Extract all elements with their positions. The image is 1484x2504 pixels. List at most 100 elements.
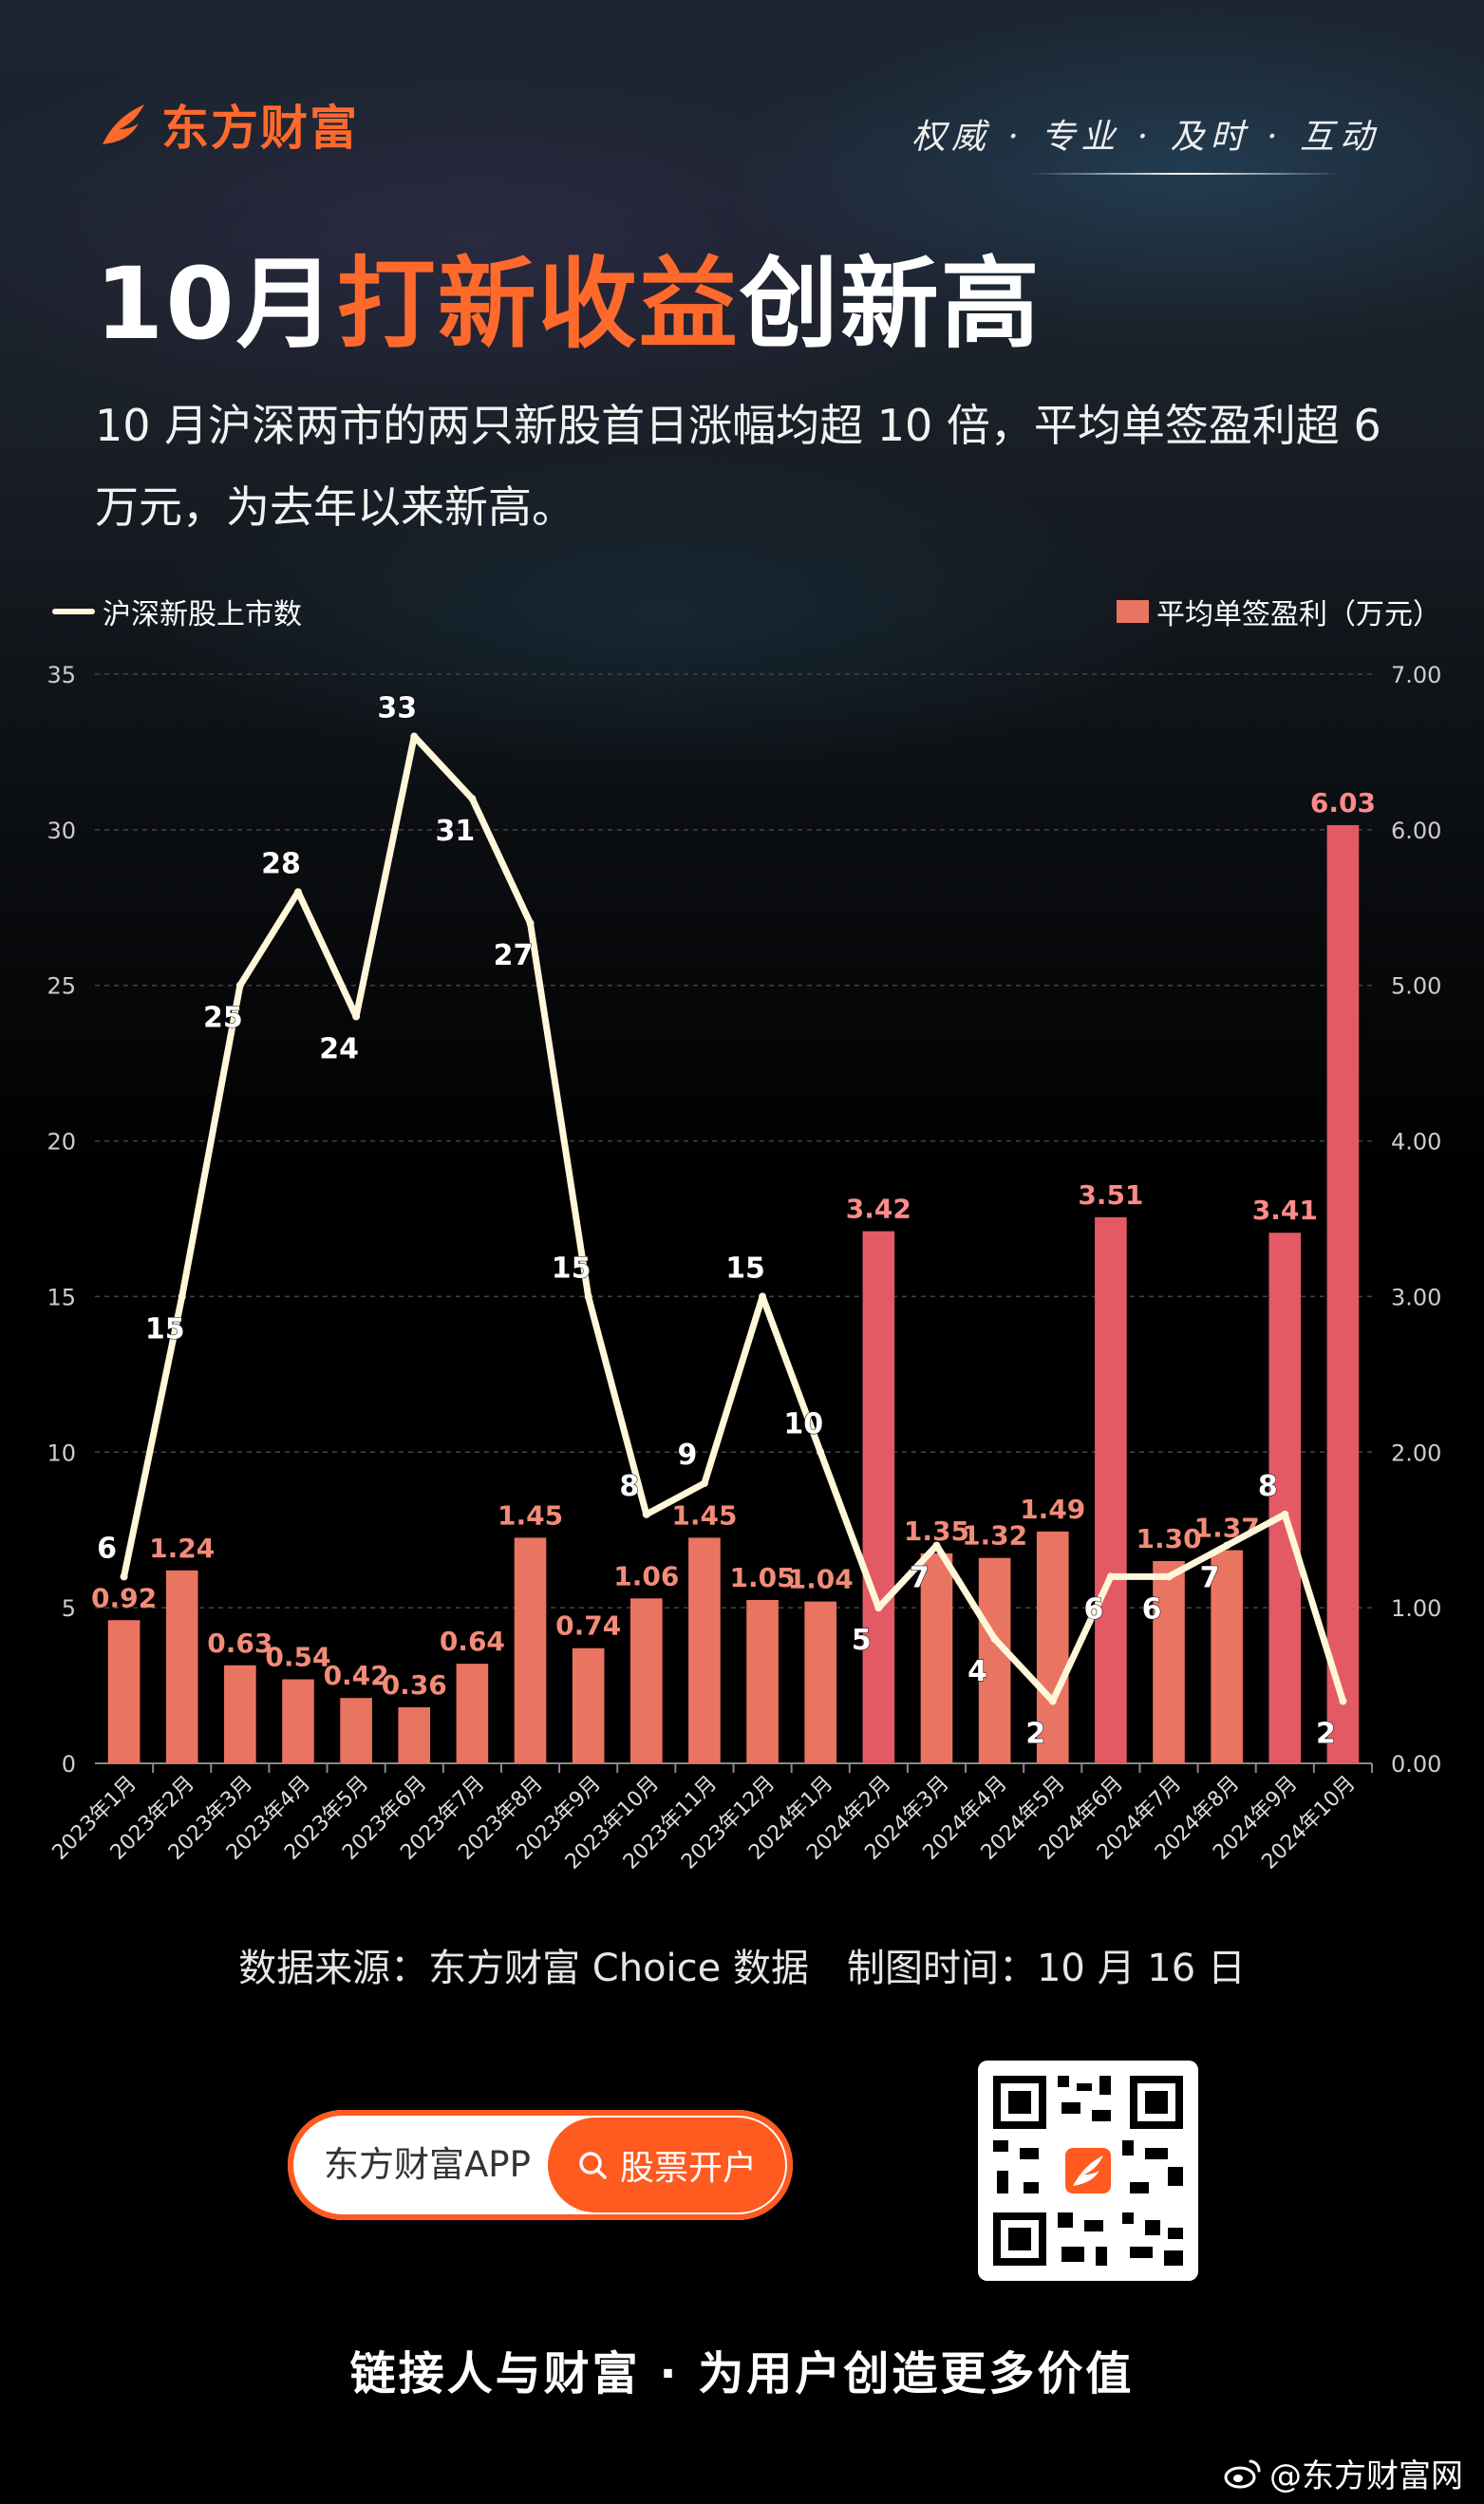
qr-code[interactable] bbox=[978, 2061, 1198, 2281]
bar-value-label: 1.45 bbox=[671, 1499, 737, 1531]
line-point bbox=[700, 1479, 708, 1488]
bar bbox=[572, 1647, 605, 1763]
search-icon bbox=[579, 2152, 607, 2179]
line-value-label: 9 bbox=[677, 1439, 697, 1472]
bar bbox=[398, 1707, 431, 1763]
line-value-label: 6 bbox=[1083, 1592, 1103, 1626]
line-value-label: 27 bbox=[494, 939, 534, 972]
line-point bbox=[468, 795, 477, 803]
y-left-tick-label: 20 bbox=[47, 1129, 76, 1156]
bar-value-label: 0.36 bbox=[382, 1669, 447, 1701]
bar bbox=[1095, 1216, 1127, 1763]
bar-value-label: 1.45 bbox=[498, 1499, 563, 1531]
legend-bar: 平均单签盈利（万元） bbox=[1117, 591, 1441, 632]
chart: 051015202530350.001.002.003.004.005.006.… bbox=[47, 662, 1441, 1874]
bar-value-label: 1.04 bbox=[788, 1564, 854, 1595]
legend-bar-label: 平均单签盈利（万元） bbox=[1156, 598, 1441, 631]
line-value-label: 31 bbox=[436, 815, 476, 848]
line-value-label: 28 bbox=[261, 847, 301, 880]
line-point bbox=[235, 981, 244, 989]
y-right-tick-label: 5.00 bbox=[1391, 973, 1441, 1000]
bar bbox=[165, 1570, 198, 1763]
bar bbox=[456, 1664, 489, 1763]
bar-value-label: 0.54 bbox=[265, 1642, 330, 1673]
app-pill[interactable]: 东方财富APP 股票开户 bbox=[288, 2110, 793, 2220]
line-value-label: 33 bbox=[377, 692, 417, 725]
line-value-label: 8 bbox=[1258, 1470, 1278, 1503]
line-point bbox=[293, 888, 302, 896]
line-point bbox=[642, 1510, 650, 1518]
page-title: 10月打新收益创新高 bbox=[95, 223, 1042, 367]
line-value-label: 25 bbox=[203, 1002, 243, 1035]
bar bbox=[224, 1665, 256, 1763]
open-account-label: 股票开户 bbox=[619, 2149, 757, 2188]
bar-value-label: 0.63 bbox=[207, 1628, 272, 1659]
line-value-label: 7 bbox=[910, 1562, 930, 1595]
y-right-tick-label: 4.00 bbox=[1391, 1129, 1441, 1156]
line-point bbox=[526, 919, 535, 928]
line-point bbox=[1106, 1572, 1115, 1581]
bar bbox=[862, 1231, 895, 1763]
bar bbox=[514, 1537, 547, 1763]
title-part-2: 创新高 bbox=[739, 246, 1042, 362]
bar bbox=[1211, 1550, 1243, 1763]
line-point bbox=[990, 1634, 999, 1643]
y-left-tick-label: 5 bbox=[62, 1595, 76, 1622]
bar-value-label: 1.30 bbox=[1136, 1523, 1201, 1554]
hero-background bbox=[0, 0, 1484, 1187]
line-value-label: 7 bbox=[1200, 1562, 1220, 1595]
bar bbox=[340, 1698, 372, 1763]
bar-value-label: 3.42 bbox=[846, 1194, 911, 1225]
y-right-tick-label: 3.00 bbox=[1391, 1284, 1441, 1310]
bar bbox=[629, 1598, 663, 1763]
line-point bbox=[932, 1541, 941, 1550]
bar-value-label: 3.51 bbox=[1078, 1179, 1143, 1211]
legend-line-swatch bbox=[52, 609, 95, 614]
open-account-button[interactable]: 股票开户 bbox=[548, 2118, 785, 2212]
y-right-tick-label: 0.00 bbox=[1391, 1751, 1441, 1778]
line-value-label: 15 bbox=[145, 1312, 185, 1346]
line-point bbox=[1165, 1572, 1174, 1581]
bar bbox=[688, 1537, 721, 1763]
bar bbox=[1036, 1531, 1069, 1763]
y-left-tick-label: 10 bbox=[47, 1440, 76, 1466]
bar-value-label: 1.35 bbox=[904, 1516, 969, 1547]
line-value-label: 6 bbox=[97, 1532, 117, 1565]
bar bbox=[1268, 1233, 1302, 1763]
bar-value-label: 0.42 bbox=[324, 1660, 389, 1691]
app-name: 东方财富APP bbox=[324, 2144, 531, 2185]
brand-slogan: 权威 · 专业 · 及时 · 互动 bbox=[911, 118, 1380, 157]
bar bbox=[282, 1679, 314, 1763]
bar bbox=[920, 1553, 953, 1763]
title-part-1: 10月 bbox=[95, 246, 337, 362]
line-point bbox=[1223, 1541, 1231, 1550]
bar bbox=[1326, 824, 1360, 1763]
y-left-tick-label: 25 bbox=[47, 973, 76, 1000]
bar-value-label: 0.92 bbox=[91, 1582, 157, 1613]
line-value-label: 15 bbox=[552, 1252, 592, 1285]
line-point bbox=[817, 1448, 825, 1457]
y-right-tick-label: 1.00 bbox=[1391, 1595, 1441, 1622]
bar-value-label: 6.03 bbox=[1310, 787, 1376, 819]
line-value-label: 10 bbox=[783, 1407, 823, 1440]
tagline: 链接人与财富 · 为用户创造更多价值 bbox=[349, 2347, 1135, 2400]
bar-value-label: 3.41 bbox=[1252, 1195, 1318, 1226]
y-left-tick-label: 0 bbox=[62, 1751, 76, 1778]
y-left-tick-label: 30 bbox=[47, 818, 76, 844]
line-value-label: 2 bbox=[1316, 1717, 1336, 1750]
bar-value-label: 1.24 bbox=[149, 1533, 215, 1564]
line-point bbox=[352, 1012, 361, 1021]
legend-bar-swatch bbox=[1117, 600, 1149, 623]
legend-line: 沪深新股上市数 bbox=[52, 591, 302, 632]
y-right-tick-label: 7.00 bbox=[1391, 662, 1441, 688]
line-point bbox=[410, 732, 419, 741]
line-value-label: 8 bbox=[619, 1470, 639, 1503]
line-value-label: 5 bbox=[852, 1624, 872, 1657]
brand-logo: 东方财富 bbox=[95, 90, 359, 159]
line-point bbox=[1281, 1510, 1289, 1518]
line-point bbox=[759, 1292, 767, 1301]
line-value-label: 2 bbox=[1025, 1717, 1045, 1750]
bar-value-label: 1.32 bbox=[962, 1520, 1027, 1552]
line-point bbox=[1339, 1697, 1347, 1705]
bar-value-label: 1.49 bbox=[1020, 1494, 1085, 1525]
